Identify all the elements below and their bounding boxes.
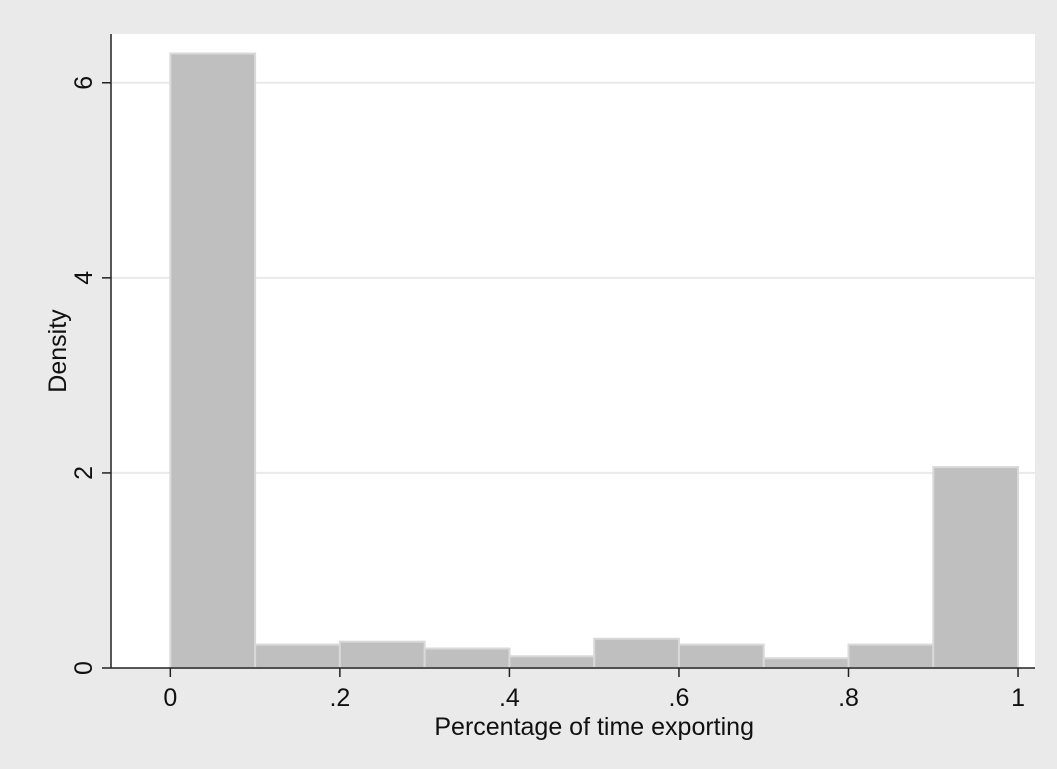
x-axis-title: Percentage of time exporting	[434, 713, 754, 741]
histogram-bar-7	[677, 643, 765, 669]
histogram-bar-9	[847, 643, 935, 669]
gridlines	[111, 81, 1035, 474]
x-tick-label: .4	[499, 684, 520, 712]
y-axis-title: Density	[44, 309, 72, 393]
y-tick-label: 6	[70, 76, 98, 90]
x-tick-label: .8	[838, 684, 859, 712]
histogram-bar-1	[169, 52, 257, 669]
y-tick-label: 0	[70, 661, 98, 675]
x-tick-label: .2	[329, 684, 350, 712]
y-tick-label: 2	[70, 466, 98, 480]
x-tick-label: .6	[669, 684, 690, 712]
histogram-bar-6	[593, 637, 680, 670]
plot-area	[111, 34, 1035, 668]
bars	[169, 52, 1020, 670]
histogram-bar-8	[762, 657, 850, 670]
histogram-bar-4	[423, 647, 511, 670]
x-tick-label: 1	[1011, 684, 1025, 712]
histogram-bar-10	[932, 466, 1020, 669]
x-tick-label: 0	[163, 684, 177, 712]
x-axis-ticks: 0 .2 .4 .6 .8 1	[163, 668, 1025, 712]
histogram-bar-2	[254, 643, 341, 669]
y-tick-label: 4	[70, 271, 98, 285]
y-axis-ticks: 0 2 4 6	[70, 76, 111, 675]
axes	[110, 34, 1035, 669]
histogram-bar-5	[508, 655, 596, 670]
histogram-bar-3	[338, 640, 426, 669]
